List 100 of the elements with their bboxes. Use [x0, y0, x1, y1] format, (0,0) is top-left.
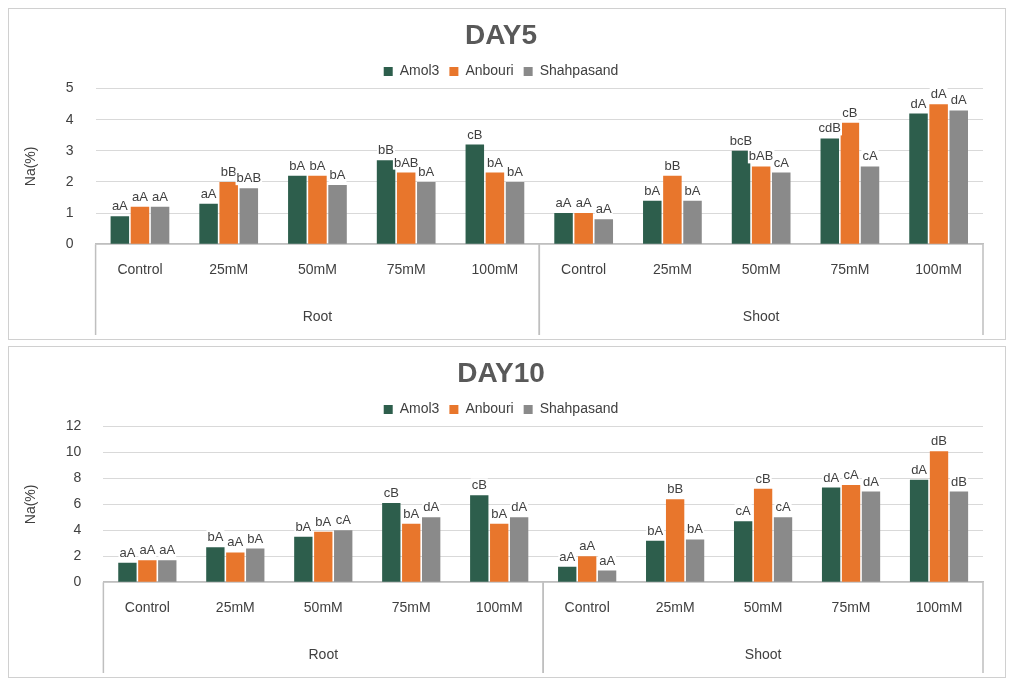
x-tick-label: 75mM — [830, 261, 870, 278]
legend-label: Anbouri — [465, 400, 514, 417]
x-tick-label: 100mM — [915, 261, 962, 278]
text: Shoot — [742, 307, 780, 324]
bar — [929, 104, 948, 244]
bar — [643, 200, 662, 244]
bar — [840, 122, 860, 244]
x-tick-label: 50mM — [741, 261, 781, 278]
x-tick-label: 50mM — [297, 261, 337, 278]
bar — [246, 548, 265, 582]
data-label: aA — [559, 548, 576, 564]
data-label: aA — [159, 542, 176, 558]
data-label: aA — [579, 538, 596, 554]
bar — [485, 172, 505, 244]
data-label: cB — [383, 485, 399, 501]
bar — [751, 166, 771, 244]
data-label: bA — [507, 164, 524, 180]
bar — [821, 487, 841, 582]
x-tick-label: 100mM — [471, 261, 519, 278]
data-label: bA — [644, 182, 661, 198]
text: Root — [308, 645, 339, 662]
bar — [465, 144, 485, 244]
y-tick-label: 6 — [73, 495, 82, 512]
x-tick-label: Control — [561, 261, 607, 278]
data-label: dA — [511, 499, 528, 515]
x-tick-label: 75mM — [831, 599, 871, 616]
x-tick-label: 25mM — [655, 599, 695, 616]
data-label: bB — [664, 157, 681, 173]
data-label: aA — [575, 195, 592, 211]
y-tick-label: 2 — [65, 172, 74, 189]
data-label: bA — [329, 167, 346, 183]
data-label: cB — [471, 477, 487, 493]
bar — [909, 113, 928, 244]
bar — [949, 110, 968, 244]
data-label: bB — [378, 142, 395, 158]
bar — [422, 517, 441, 582]
x-tick-label: 25mM — [209, 261, 249, 278]
data-label: cB — [467, 126, 483, 142]
data-label: cdB — [818, 120, 841, 136]
data-label: bA — [315, 513, 332, 529]
data-label: bA — [295, 518, 312, 534]
bar — [294, 536, 313, 582]
bar — [110, 216, 130, 244]
bar — [733, 521, 753, 582]
data-label: dA — [930, 86, 947, 102]
data-label: cB — [842, 104, 858, 120]
bar — [402, 523, 421, 582]
bar — [820, 138, 840, 244]
bar — [490, 523, 509, 582]
y-axis-title: Na(%) — [22, 484, 39, 525]
bar — [574, 213, 593, 244]
data-label: aA — [119, 544, 136, 560]
bar — [860, 166, 880, 244]
data-label: cA — [862, 148, 878, 164]
bar — [219, 181, 238, 244]
data-label: aA — [152, 188, 169, 204]
data-label: bA — [486, 154, 504, 170]
data-label: cA — [843, 467, 859, 483]
y-axis-title: Na(%) — [22, 146, 39, 187]
bar — [288, 175, 307, 244]
data-label: bA — [647, 522, 664, 538]
data-label: bA — [309, 157, 326, 173]
data-label: dB — [931, 433, 947, 449]
legend-label: Shahpasand — [539, 400, 619, 417]
data-label: aA — [555, 195, 572, 211]
bar — [841, 484, 861, 582]
bar — [199, 203, 218, 244]
data-label: cB — [755, 470, 771, 486]
bar — [396, 172, 416, 244]
bar — [663, 175, 682, 244]
bar — [470, 495, 489, 582]
bar — [554, 213, 573, 244]
bar — [665, 499, 685, 582]
bar — [314, 531, 333, 582]
y-tick-label: 5 — [65, 79, 74, 96]
x-tick-label: 25mM — [652, 261, 692, 278]
data-label: aA — [595, 201, 613, 217]
x-tick-label: Control — [564, 599, 610, 616]
bar — [130, 206, 150, 244]
data-label: bAB — [748, 148, 774, 164]
data-label: bA — [491, 505, 508, 521]
data-label: aA — [200, 185, 217, 201]
bar — [909, 479, 929, 582]
legend-label: Amol3 — [399, 62, 440, 79]
data-label: aA — [111, 198, 129, 214]
bar — [949, 491, 969, 582]
text: Root — [302, 307, 333, 324]
bar — [334, 530, 353, 582]
data-label: dA — [823, 469, 840, 485]
x-tick-label: Control — [124, 599, 170, 616]
data-label: bA — [207, 529, 224, 545]
y-tick-label: 0 — [73, 573, 82, 590]
bar — [685, 539, 705, 582]
bar — [206, 547, 225, 582]
data-label: dA — [910, 95, 927, 111]
data-label: bB — [220, 164, 237, 180]
x-tick-label: 100mM — [475, 599, 523, 616]
data-label: bA — [418, 164, 435, 180]
y-tick-label: 3 — [65, 141, 74, 158]
y-tick-label: 8 — [73, 469, 82, 486]
